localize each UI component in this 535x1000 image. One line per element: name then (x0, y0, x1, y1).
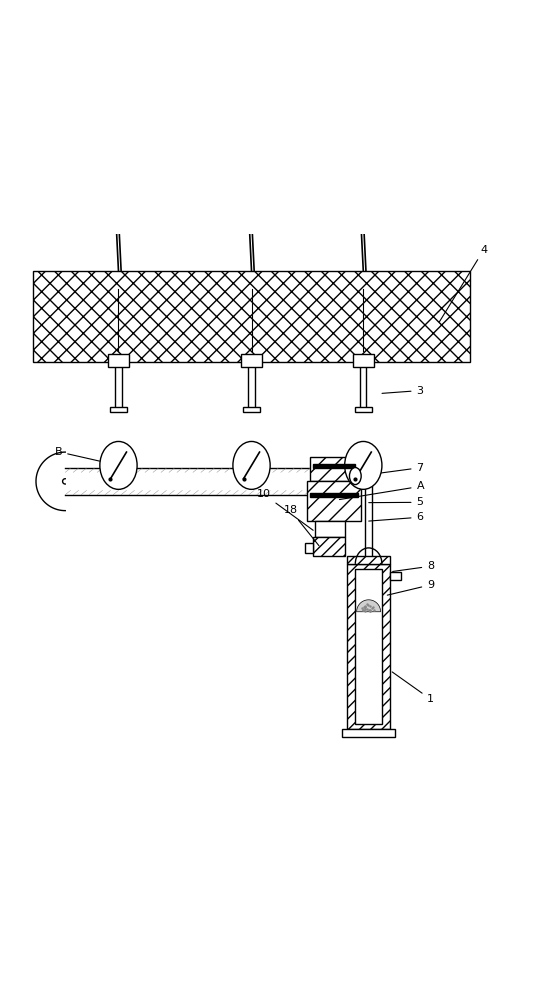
Text: 6: 6 (369, 512, 424, 522)
Bar (353, 354, 374, 367)
Ellipse shape (349, 468, 361, 485)
Bar (305, 543, 313, 553)
Bar (342, 729, 395, 737)
Text: 5: 5 (369, 497, 424, 507)
Bar (33, 271, 470, 362)
Polygon shape (357, 600, 380, 612)
Ellipse shape (100, 441, 137, 489)
Text: 8: 8 (393, 561, 434, 571)
Bar (241, 354, 262, 367)
Ellipse shape (233, 441, 270, 489)
Text: 2: 2 (118, 468, 132, 480)
Bar (390, 572, 401, 580)
Text: 4: 4 (439, 245, 487, 322)
Bar (110, 407, 127, 412)
Text: 10: 10 (257, 489, 313, 530)
Text: 1: 1 (392, 672, 434, 704)
Text: 9: 9 (387, 580, 434, 595)
Bar (347, 564, 390, 729)
Text: 18: 18 (284, 505, 319, 546)
Text: 7: 7 (361, 463, 424, 476)
Text: A: A (339, 481, 424, 500)
Bar (355, 569, 382, 724)
Bar (308, 481, 361, 521)
Bar (347, 556, 390, 564)
Bar (313, 464, 355, 468)
Ellipse shape (345, 441, 382, 489)
Bar (310, 457, 358, 481)
Text: 3: 3 (382, 386, 424, 396)
Bar (313, 537, 345, 556)
Bar (316, 521, 345, 537)
Bar (355, 407, 372, 412)
Text: B: B (55, 447, 116, 465)
Bar (310, 493, 358, 497)
Bar (243, 407, 260, 412)
Bar (108, 354, 129, 367)
